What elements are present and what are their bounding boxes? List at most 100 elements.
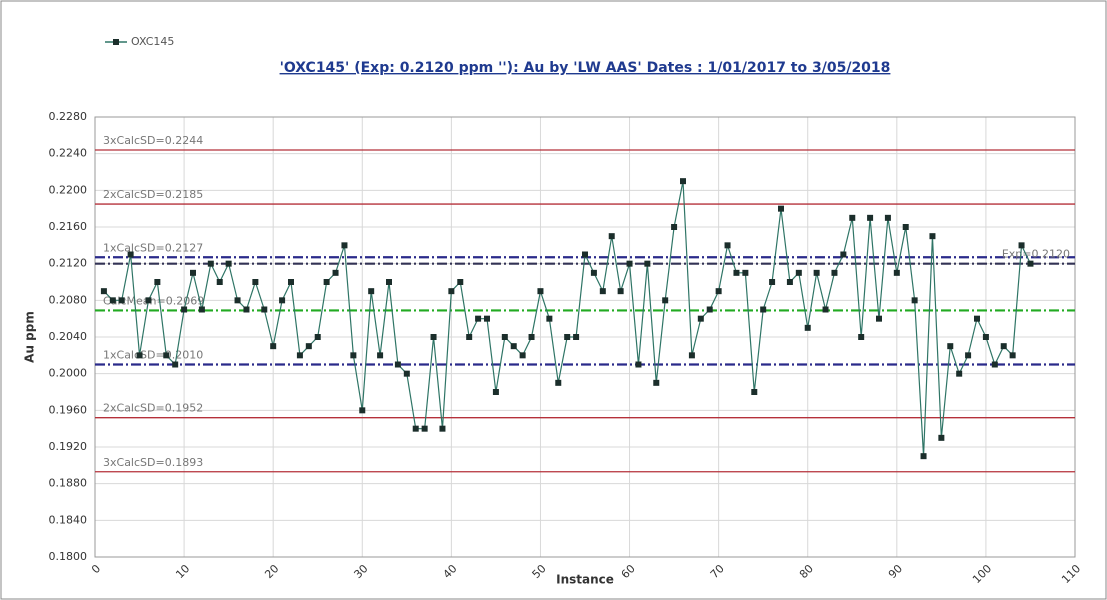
point [145,297,152,304]
point [706,306,713,313]
point [635,361,642,368]
point [109,297,116,304]
point [795,269,802,276]
point [546,315,553,322]
y-tick-label: 0.1840 [49,513,88,526]
point [965,352,972,359]
point [813,269,820,276]
point [190,269,196,276]
point [742,269,749,276]
reference-label: Exp=0.2120 [1002,248,1070,261]
point [296,352,303,359]
point [947,343,954,350]
point [884,214,891,221]
plot-border [94,116,1076,558]
point [537,288,544,295]
point [181,306,188,313]
point [225,260,232,267]
point [350,352,357,359]
point [849,214,856,221]
point [626,260,633,267]
reference-label: CalcMean=0.2069 [103,294,204,307]
point [867,214,874,221]
point [386,279,392,285]
point [1009,352,1016,359]
y-tick-label: 0.1800 [49,550,88,563]
point [920,453,927,460]
point [421,425,428,432]
point [590,269,597,276]
point [1000,343,1007,350]
y-tick-label: 0.2120 [49,257,88,270]
point [288,279,294,285]
point [216,279,223,285]
point [822,306,829,313]
point [457,279,464,285]
point [163,352,170,359]
point [956,370,963,377]
point [234,297,241,304]
point [778,205,784,212]
point [154,279,161,285]
point [938,434,945,441]
point [323,279,330,285]
point [492,389,499,395]
point [519,352,526,359]
point [688,352,695,359]
chart-title: 'OXC145' (Exp: 0.2120 ppm ''): Au by 'LW… [280,60,891,76]
y-tick-label: 0.2160 [49,220,88,233]
point [893,269,900,276]
point [475,315,482,322]
point [804,324,811,331]
point [974,315,980,322]
point [394,361,401,368]
reference-label: 3xCalcSD=0.1893 [103,456,203,469]
x-axis-label: Instance [556,573,614,587]
point [653,379,660,386]
point [501,334,508,340]
point [911,297,918,304]
point [680,178,686,185]
legend-marker [113,39,119,45]
reference-label: 1xCalcSD=0.2010 [103,349,203,362]
y-tick-label: 0.2040 [49,330,88,343]
point [662,297,669,304]
point [332,269,339,276]
reference-label: 2xCalcSD=0.1952 [103,402,203,415]
point [270,343,277,350]
point [207,260,214,267]
point [858,334,865,340]
point [368,288,375,295]
point [403,370,410,377]
point [1018,242,1025,249]
point [671,224,678,230]
point [573,334,580,340]
point [582,251,588,258]
point [786,279,793,285]
point [991,361,998,368]
y-tick-label: 0.2000 [49,367,88,380]
reference-label: 1xCalcSD=0.2127 [103,241,203,254]
reference-label: 2xCalcSD=0.2185 [103,188,203,201]
point [314,334,321,340]
point [261,306,268,313]
y-tick-label: 0.2240 [49,147,88,160]
point [733,269,740,276]
y-tick-label: 0.2080 [49,293,88,306]
point [715,288,722,295]
point [136,352,143,359]
point [172,361,179,368]
y-tick-label: 0.1960 [49,403,88,416]
y-tick-label: 0.2200 [49,183,88,196]
point [118,297,125,304]
point [982,334,989,340]
point [252,279,259,285]
point [528,334,535,340]
y-tick-label: 0.2280 [49,110,88,123]
point [929,233,936,240]
point [466,334,473,340]
point [724,242,731,249]
reference-label: 3xCalcSD=0.2244 [103,134,203,147]
y-tick-label: 0.1880 [49,477,88,490]
legend-label: OXC145 [131,35,174,48]
